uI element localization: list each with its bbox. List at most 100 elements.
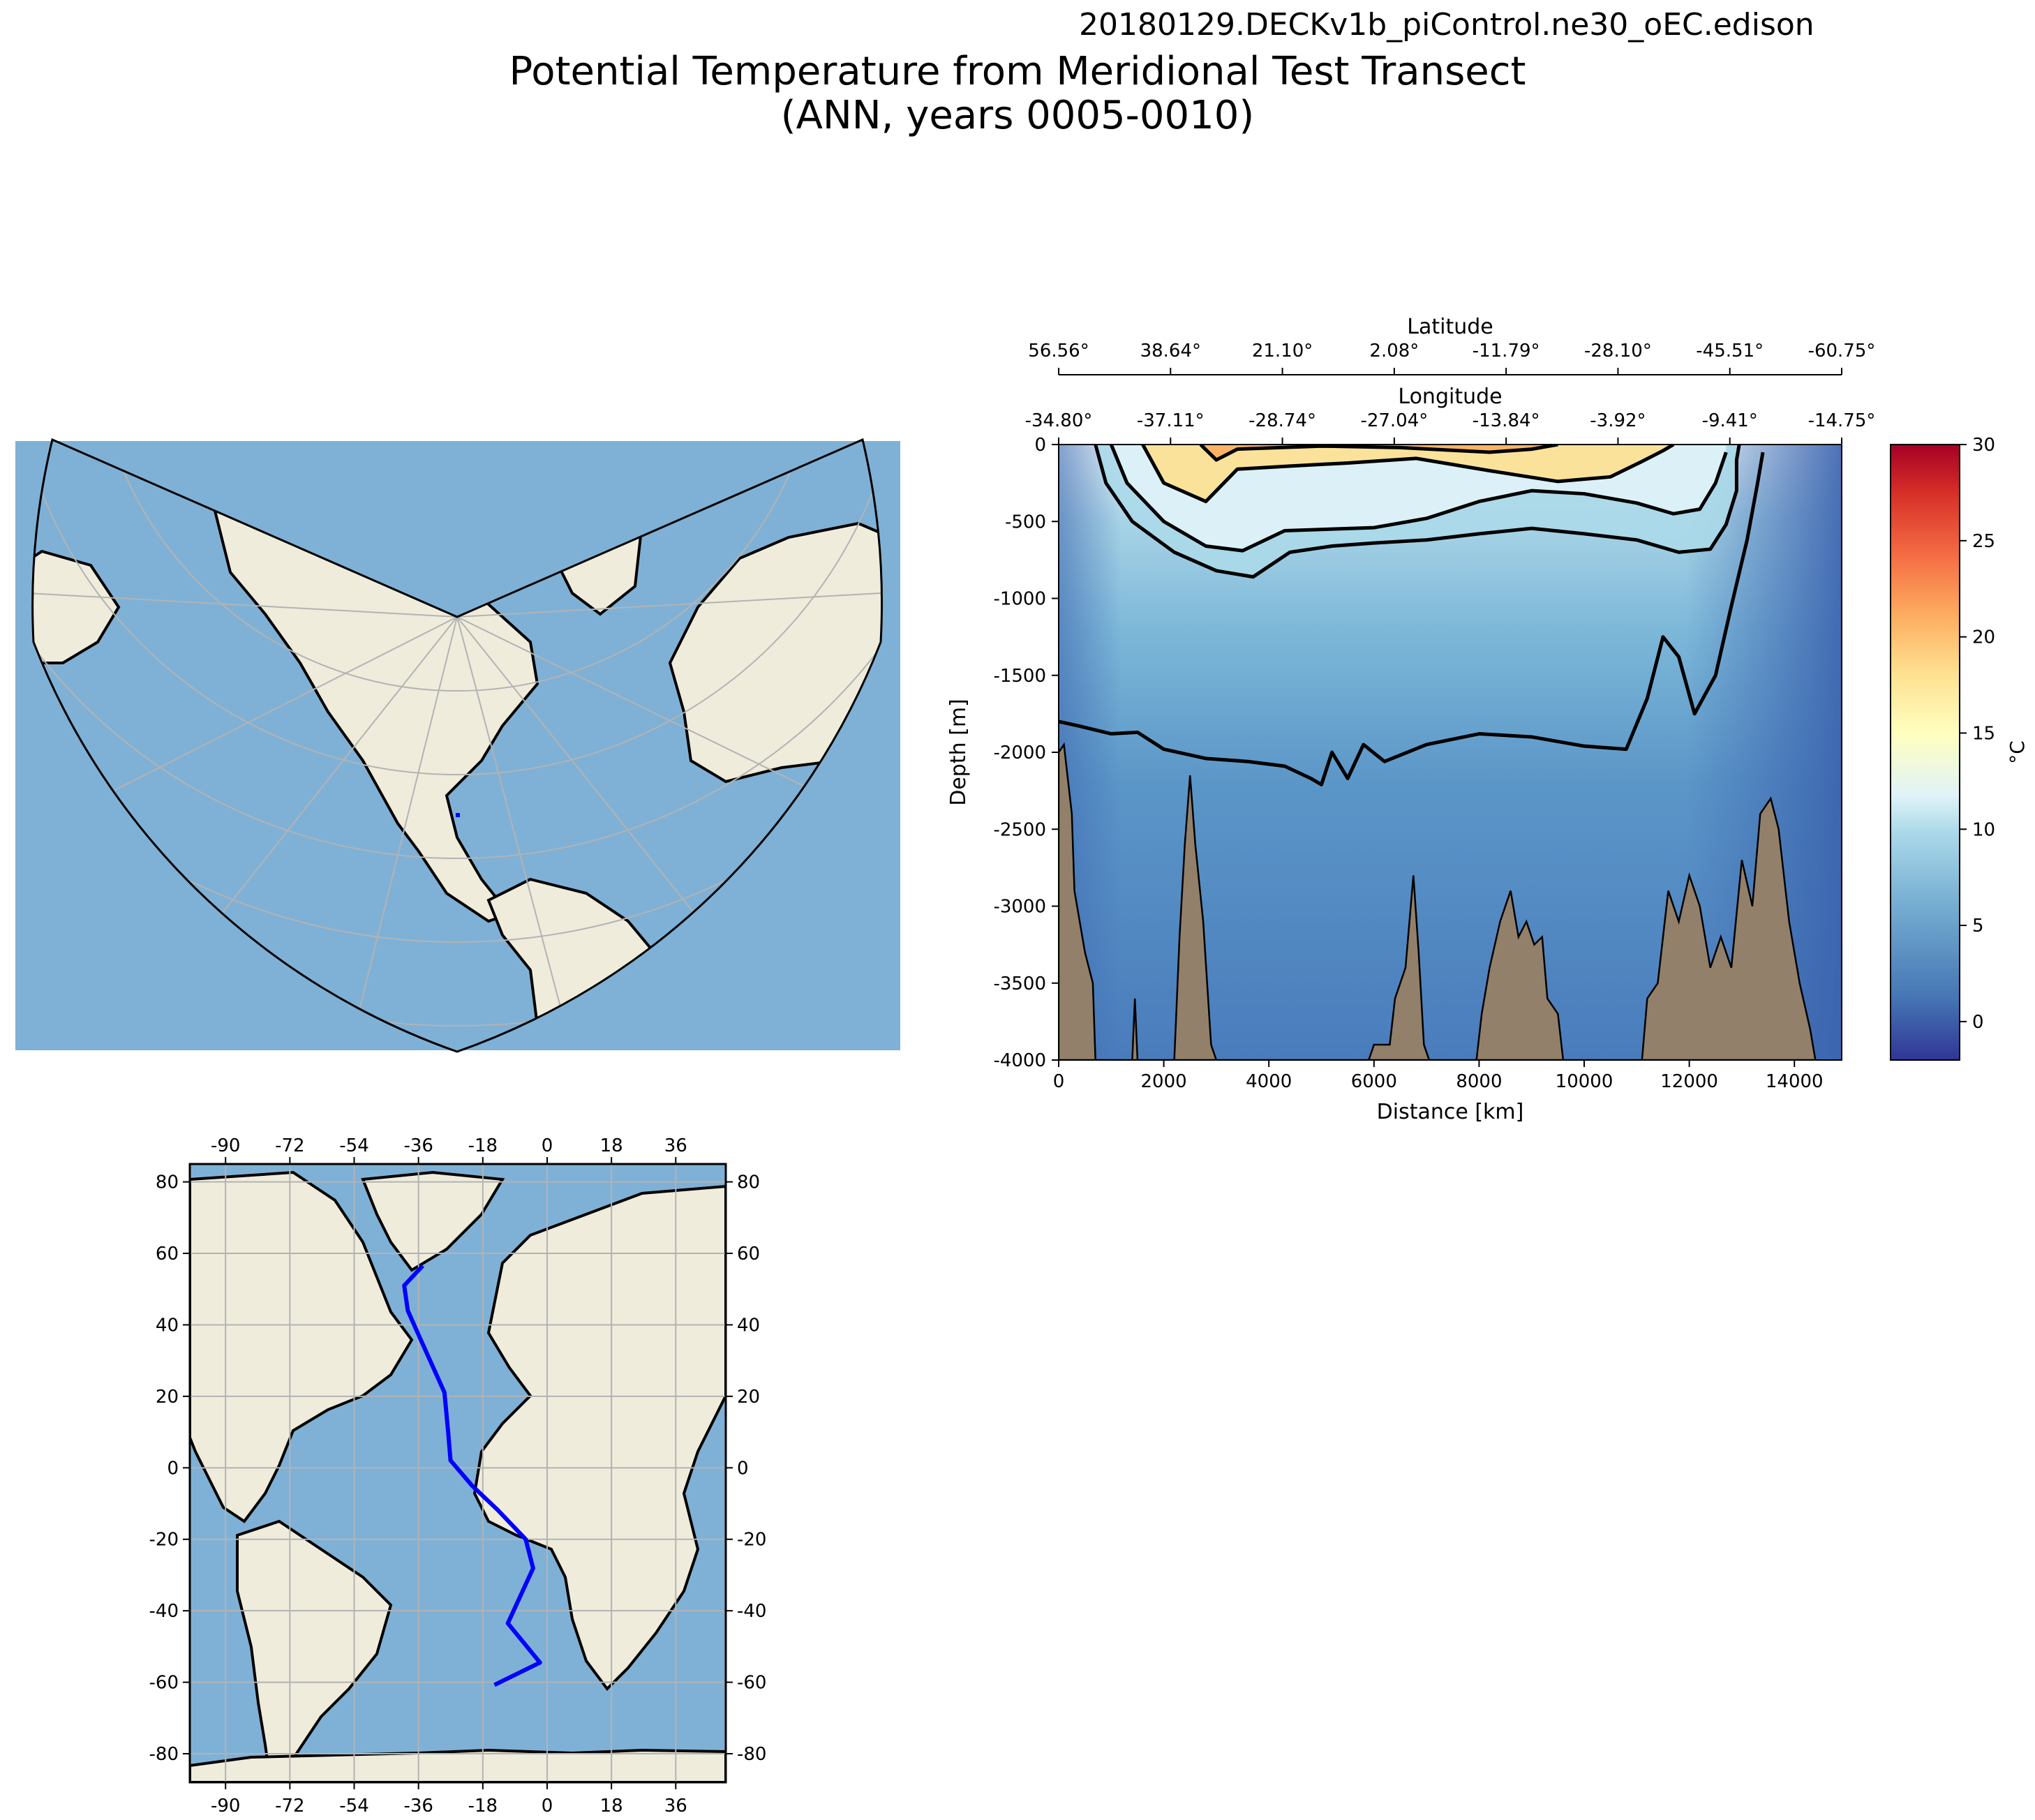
map-axes: -90 -90 -72 -72 -54 -54 -36 -36 -18 -18 0 0 18 18 36 36… — [149, 1135, 767, 1817]
lon-tick-label: -13.84° — [1473, 410, 1540, 431]
x-axis: 0 2000 4000 6000 8000 10000 12000 14000 — [1053, 1060, 1824, 1092]
map-right-tick-label: -80 — [737, 1744, 766, 1765]
lat-tick-label: -45.51° — [1696, 341, 1764, 361]
colorbar-tick-label: 0 — [1972, 1012, 1984, 1033]
map-top-tick-label: -72 — [275, 1135, 304, 1156]
map-top-tick-label: 0 — [542, 1135, 553, 1156]
transect-map-frame — [188, 1163, 727, 1784]
x-tick-label: 4000 — [1246, 1071, 1292, 1092]
map-bottom-tick-label: 18 — [600, 1796, 623, 1817]
y-tick-label: -2000 — [993, 743, 1046, 763]
lon-tick-label: -37.11° — [1137, 410, 1205, 431]
x-tick-label: 8000 — [1456, 1071, 1502, 1092]
lon-tick-label: -9.41° — [1702, 410, 1758, 431]
lat-tick-label: 2.08° — [1369, 341, 1419, 361]
x-tick-label: 10000 — [1556, 1071, 1613, 1092]
map-right-tick-label: -40 — [737, 1601, 766, 1622]
x-axis-label: Distance [km] — [1377, 1100, 1524, 1124]
colorbar-tick-label: 20 — [1972, 627, 1995, 648]
figure-title: Potential Temperature from Meridional Te… — [509, 49, 1526, 94]
x-tick-label: 6000 — [1351, 1071, 1397, 1092]
colorbar — [1890, 444, 1960, 1061]
overview-transect-marker — [456, 813, 460, 817]
latitude-axis-title: Latitude — [1407, 315, 1493, 339]
map-right-tick-label: 0 — [737, 1458, 749, 1479]
map-left-tick-label: 60 — [156, 1244, 179, 1265]
map-land — [190, 1170, 726, 1782]
y-tick-label: -3000 — [993, 897, 1046, 918]
map-right-tick-label: 80 — [737, 1172, 760, 1193]
transect-path — [402, 1264, 542, 1687]
y-tick-label: -1000 — [993, 589, 1046, 610]
map-left-tick-label: -20 — [149, 1530, 179, 1551]
colorbar-tick-label: 25 — [1972, 531, 1995, 552]
overview-map — [15, 438, 900, 1053]
map-left-tick-label: -80 — [149, 1744, 179, 1765]
colorbar-axis: 0 5 10 15 20 25 30 — [1960, 435, 1995, 1033]
map-top-tick-label: 18 — [600, 1135, 623, 1156]
colorbar-tick-label: 30 — [1972, 435, 1995, 456]
map-bottom-tick-label: -54 — [339, 1796, 368, 1817]
map-bottom-tick-label: 36 — [664, 1796, 687, 1817]
map-right-tick-label: 40 — [737, 1315, 760, 1336]
lat-tick-label: -60.75° — [1808, 341, 1876, 361]
y-axis-label: Depth [m] — [946, 699, 971, 806]
lat-tick-label: 56.56° — [1028, 341, 1089, 361]
colorbar-tick-label: 15 — [1972, 723, 1995, 744]
map-bottom-tick-label: -72 — [275, 1796, 304, 1817]
y-tick-label: -4000 — [993, 1050, 1046, 1071]
temperature-transect: 0 2000 4000 6000 8000 10000 12000 14000 0 -500 -1… — [946, 315, 2029, 1124]
contour-12c — [1109, 445, 1728, 553]
map-right-tick-label: -60 — [737, 1673, 766, 1694]
lat-tick-label: 21.10° — [1252, 341, 1313, 361]
map-right-tick-label: -20 — [737, 1530, 766, 1551]
lon-tick-label: -27.04° — [1360, 410, 1428, 431]
x-tick-label: 2000 — [1141, 1071, 1187, 1092]
map-top-tick-label: -18 — [468, 1135, 498, 1156]
x-tick-label: 0 — [1053, 1071, 1065, 1092]
map-bottom-tick-label: 0 — [542, 1796, 553, 1817]
contour-8c — [1094, 445, 1741, 579]
map-top-tick-label: -54 — [339, 1135, 368, 1156]
map-bottom-tick-label: -36 — [403, 1796, 433, 1817]
map-left-tick-label: -60 — [149, 1673, 179, 1694]
map-left-tick-label: 40 — [156, 1315, 179, 1336]
lon-tick-label: -34.80° — [1025, 410, 1093, 431]
map-left-tick-label: -40 — [149, 1601, 179, 1622]
contour-16c — [1141, 445, 1675, 504]
map-top-tick-label: 36 — [664, 1135, 687, 1156]
run-id-label: 20180129.DECKv1b_piControl.ne30_oEC.edis… — [1079, 7, 1814, 43]
map-bottom-tick-label: -18 — [468, 1796, 498, 1817]
x-tick-label: 14000 — [1766, 1071, 1824, 1092]
map-top-tick-label: -36 — [403, 1135, 433, 1156]
overview-map-frame — [31, 438, 884, 1053]
lon-tick-label: -3.92° — [1590, 410, 1646, 431]
longitude-axis-title: Longitude — [1398, 385, 1502, 409]
map-left-tick-label: 20 — [156, 1387, 179, 1408]
lon-tick-label: -28.74° — [1248, 410, 1316, 431]
map-right-tick-label: 20 — [737, 1387, 760, 1408]
contour-20c — [1199, 445, 1558, 462]
colorbar-tick-label: 5 — [1972, 916, 1984, 937]
longitude-axis: -34.80° -37.11° -28.74° -27.04° -13.84° -3.92… — [1025, 410, 1875, 445]
map-right-tick-label: 60 — [737, 1244, 760, 1265]
lat-tick-label: -28.10° — [1584, 341, 1652, 361]
y-axis: 0 -500 -1000 -1500 -2000 -2500 -3000 -3500 -4000 — [993, 435, 1059, 1071]
transect-map: -90 -90 -72 -72 -54 -54 -36 -36 -18 -18 0 0 18 18 36 36… — [149, 1135, 767, 1817]
y-tick-label: 0 — [1034, 435, 1046, 456]
map-left-tick-label: 0 — [167, 1458, 179, 1479]
map-bottom-tick-label: -90 — [211, 1796, 240, 1817]
map-graticule — [190, 1164, 726, 1782]
y-tick-label: -1500 — [993, 666, 1046, 687]
x-tick-label: 12000 — [1660, 1071, 1718, 1092]
figure-subtitle: (ANN, years 0005-0010) — [780, 93, 1255, 138]
y-tick-label: -500 — [1005, 512, 1046, 532]
lat-tick-label: 38.64° — [1140, 341, 1201, 361]
lat-tick-label: -11.79° — [1473, 341, 1540, 361]
warm-layer-16 — [1142, 445, 1674, 502]
map-left-tick-label: 80 — [156, 1172, 179, 1193]
latitude-axis: 56.56° 38.64° 21.10° 2.08° -11.79° -28.10° -45… — [1028, 341, 1875, 375]
y-tick-label: -3500 — [993, 974, 1046, 994]
warm-layer-20 — [1200, 445, 1558, 461]
colorbar-tick-label: 10 — [1972, 819, 1995, 840]
